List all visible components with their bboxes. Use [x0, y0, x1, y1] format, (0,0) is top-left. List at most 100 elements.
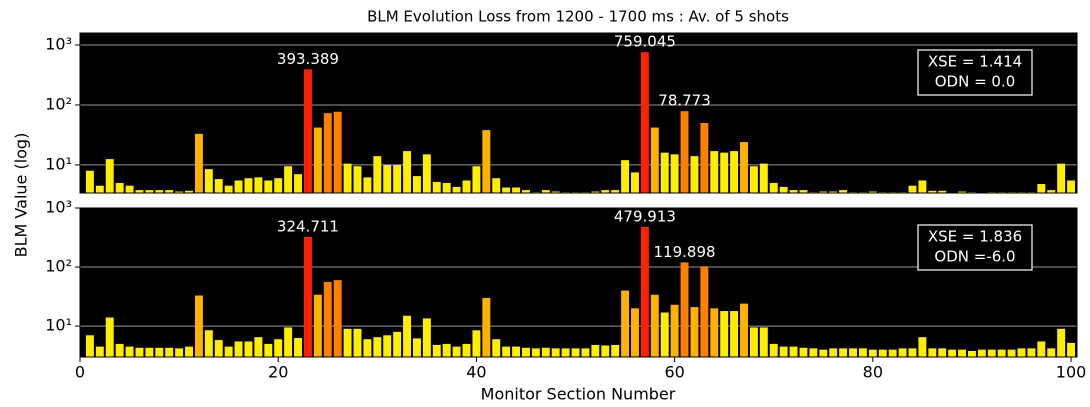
bar — [740, 142, 748, 193]
bar — [85, 335, 94, 357]
bar — [353, 328, 362, 357]
bar — [938, 190, 947, 193]
bar — [779, 346, 788, 357]
bar — [333, 111, 342, 193]
bar — [264, 180, 273, 193]
bar — [412, 338, 421, 357]
bar — [809, 348, 818, 357]
bar — [640, 226, 649, 357]
bar — [720, 152, 729, 193]
plot-frame — [79, 32, 1078, 194]
bar — [898, 348, 907, 357]
bar — [670, 154, 679, 193]
bar — [403, 151, 412, 193]
value-label: 759.045 — [614, 33, 676, 51]
bar — [888, 349, 897, 357]
bar — [819, 349, 828, 357]
bar — [660, 152, 669, 193]
bar — [323, 113, 332, 193]
bar — [1057, 328, 1066, 357]
bar — [1067, 342, 1076, 357]
y-tick-label: 10¹ — [45, 154, 72, 173]
bar — [492, 178, 501, 193]
bar — [700, 122, 709, 193]
bar — [125, 185, 134, 193]
bar — [313, 294, 322, 357]
bar — [1017, 348, 1026, 357]
bar — [611, 190, 620, 193]
bar — [482, 297, 491, 357]
info-box — [917, 224, 1033, 271]
bar — [749, 166, 758, 193]
bar — [422, 154, 431, 193]
bar — [640, 52, 649, 193]
value-label: 324.711 — [277, 217, 339, 235]
bar — [660, 312, 669, 357]
bar — [710, 308, 719, 357]
bar — [353, 166, 362, 193]
bar — [363, 177, 372, 193]
bar — [581, 348, 590, 357]
bar — [868, 191, 877, 193]
bar — [254, 177, 263, 193]
bar — [1067, 180, 1076, 193]
bar — [1027, 348, 1036, 357]
bar — [244, 341, 253, 357]
plot-background — [80, 208, 1077, 357]
bar — [313, 127, 322, 193]
bar — [462, 180, 471, 193]
bar — [393, 164, 402, 193]
bar — [829, 191, 838, 193]
bar — [204, 330, 213, 357]
bar — [85, 170, 94, 193]
bar — [1037, 184, 1046, 193]
bar — [690, 307, 699, 357]
bar — [918, 337, 927, 357]
bar — [105, 317, 114, 357]
bar — [472, 166, 481, 193]
bar — [531, 348, 540, 357]
bar — [224, 185, 233, 193]
bar — [720, 311, 729, 357]
bar — [908, 348, 917, 357]
bar — [194, 295, 203, 357]
bar — [1047, 348, 1056, 357]
value-label: 119.898 — [654, 243, 716, 261]
bar — [522, 190, 530, 193]
bar — [234, 180, 243, 193]
bar — [740, 303, 748, 357]
bar — [343, 163, 352, 193]
bar — [502, 346, 511, 357]
x-tick-label: 0 — [75, 363, 85, 382]
bar — [343, 328, 352, 357]
bar — [680, 111, 689, 193]
bar — [185, 190, 193, 193]
bar — [759, 163, 768, 193]
bar — [214, 179, 223, 193]
bar — [779, 186, 788, 193]
bar — [115, 343, 124, 357]
bar — [997, 349, 1006, 357]
bar — [1037, 341, 1046, 357]
bar — [482, 130, 491, 193]
bar — [155, 190, 164, 193]
bar — [303, 69, 312, 193]
bar — [621, 160, 630, 193]
bar — [561, 348, 570, 357]
bar — [541, 347, 550, 357]
bar — [611, 344, 620, 357]
bar — [631, 308, 639, 357]
info-box — [917, 49, 1033, 96]
bar — [403, 315, 412, 357]
bar — [670, 304, 679, 357]
bar — [918, 180, 927, 193]
bar — [393, 331, 402, 357]
bar — [472, 330, 481, 357]
bar — [274, 178, 283, 193]
bar — [591, 344, 600, 357]
bar — [432, 344, 441, 357]
bar — [462, 343, 471, 357]
bar — [175, 348, 184, 357]
bar — [650, 294, 659, 357]
